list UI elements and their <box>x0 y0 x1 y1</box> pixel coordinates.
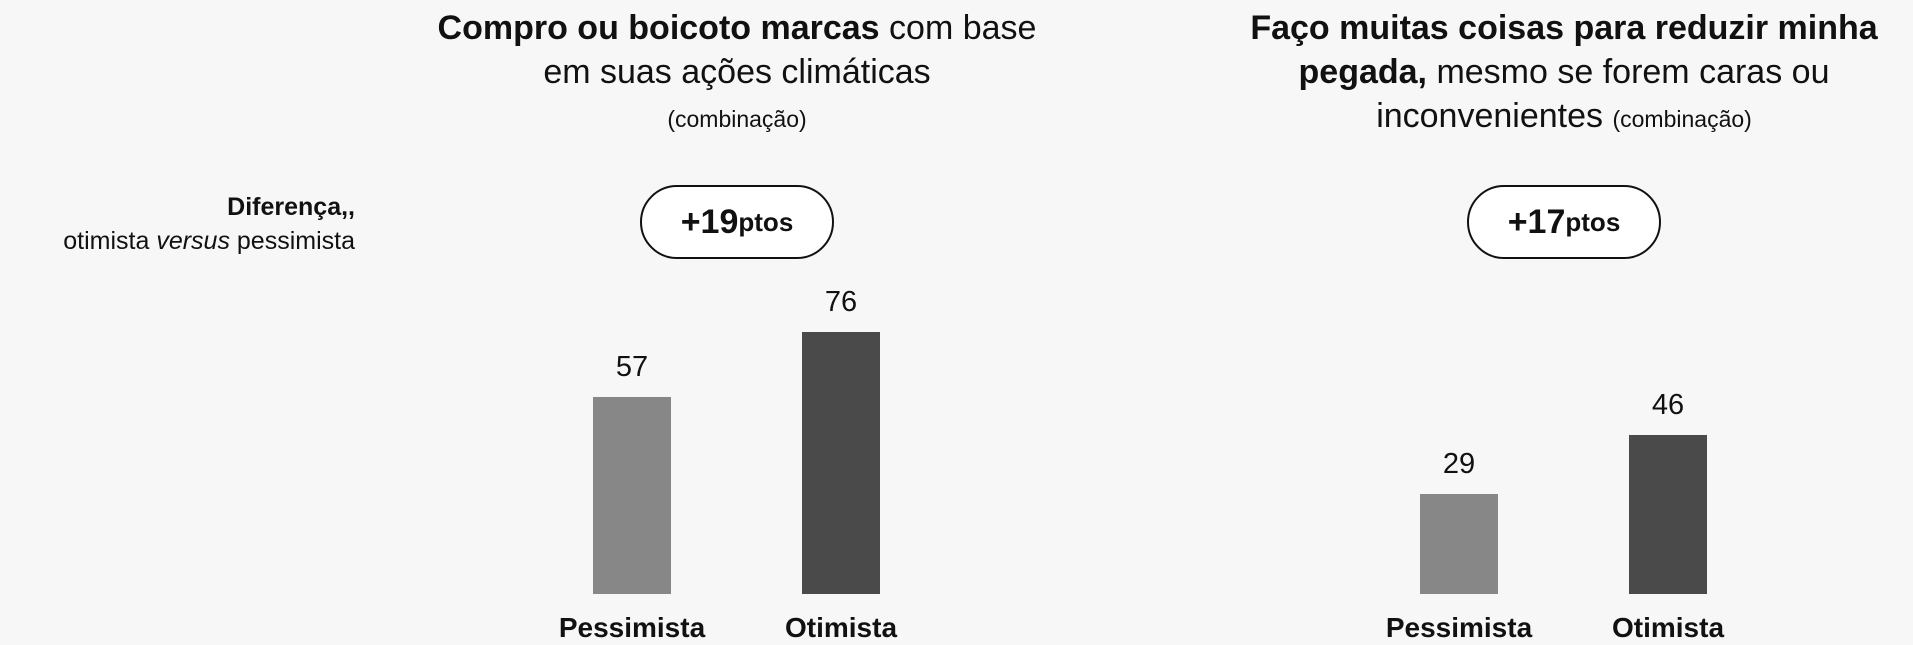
title-note: (combinação) <box>667 106 807 132</box>
side-label-text: otimista <box>63 227 150 255</box>
value-label: 57 <box>615 351 649 384</box>
difference-badge: +19 ptos <box>640 185 834 259</box>
category-label: Otimista <box>1611 612 1725 643</box>
chart-title: Compro ou boicoto marcas com base em sua… <box>437 6 1037 141</box>
title-rest: mesmo se forem caras ou inconvenientes <box>1376 53 1830 135</box>
side-label: Diferença,, otimista versus pessimista <box>63 190 355 258</box>
title-bold: Faço muitas coisas para reduzir minha pe… <box>1250 9 1878 91</box>
category-label: Pessimista <box>1385 612 1533 643</box>
side-label-text: pessimista <box>236 227 355 255</box>
difference-unit: ptos <box>1565 206 1621 237</box>
bar <box>593 397 671 594</box>
difference-badge: +17 ptos <box>1467 185 1661 259</box>
category-label: Otimista <box>784 612 898 643</box>
bar <box>802 331 880 594</box>
chart-title: Faço muitas coisas para reduzir minha pe… <box>1219 6 1909 141</box>
difference-unit: ptos <box>738 206 794 237</box>
title-rest: com base em suas ações climáticas <box>543 9 1037 91</box>
side-label-italic: versus <box>156 227 230 255</box>
difference-value: +19 <box>680 202 739 241</box>
difference-value: +17 <box>1507 202 1566 241</box>
category-label: Pessimista <box>558 612 706 643</box>
value-label: 29 <box>1442 447 1476 480</box>
value-label: 76 <box>824 285 858 318</box>
side-label-bold: Diferença,, <box>227 193 355 221</box>
title-bold: Compro ou boicoto marcas <box>437 9 880 47</box>
bar <box>1420 493 1498 594</box>
title-note: (combinação) <box>1612 106 1752 132</box>
bar <box>1629 435 1707 594</box>
value-label: 46 <box>1651 389 1685 422</box>
